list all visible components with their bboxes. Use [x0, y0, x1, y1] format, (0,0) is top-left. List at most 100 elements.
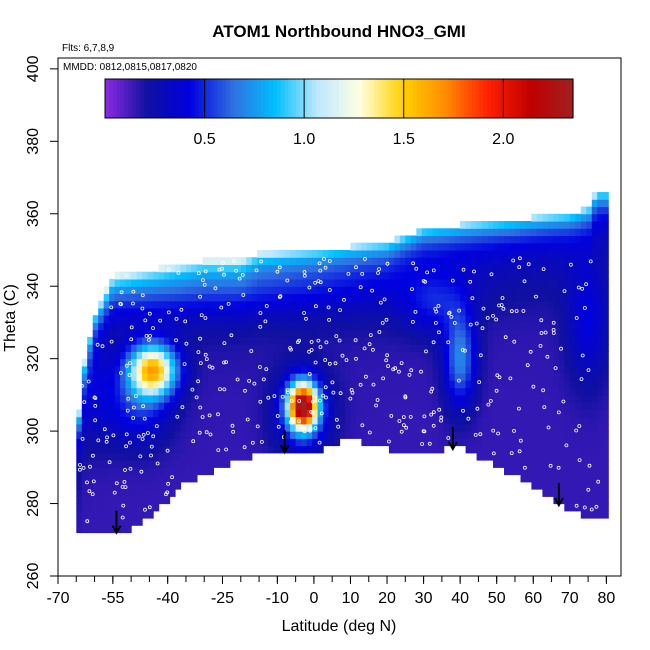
field-cell [268, 300, 275, 309]
field-cell [334, 271, 341, 280]
field-cell [383, 365, 390, 374]
field-cell [421, 322, 428, 331]
field-cell [218, 315, 225, 323]
colorbar-segment [428, 79, 434, 118]
field-cell [295, 438, 302, 447]
field-cell [454, 394, 461, 403]
field-cell [399, 402, 406, 410]
sample-point [316, 338, 321, 343]
field-cell [542, 489, 549, 497]
field-cell [273, 423, 280, 432]
field-cell [493, 250, 500, 258]
field-cell [131, 344, 138, 352]
sample-point [437, 407, 442, 412]
field-cell [158, 271, 165, 280]
field-cell [520, 300, 527, 309]
field-cell [251, 387, 258, 396]
field-cell [120, 438, 127, 447]
field-cell [591, 271, 598, 280]
field-cell [602, 279, 609, 287]
field-cell [235, 409, 242, 418]
field-cell [531, 481, 538, 490]
field-cell [136, 387, 143, 396]
field-cell [460, 438, 467, 447]
field-cell [569, 329, 576, 338]
field-cell [558, 336, 565, 345]
sample-point [204, 357, 209, 362]
field-cell [366, 257, 373, 265]
field-cell [120, 474, 127, 483]
field-cell [103, 286, 110, 294]
field-cell [180, 474, 187, 483]
field-cell [142, 409, 149, 418]
field-cell [147, 279, 154, 287]
field-cell [323, 402, 330, 410]
field-cell [202, 460, 209, 468]
field-cell [158, 394, 165, 403]
sample-point [258, 399, 263, 404]
field-cell [482, 445, 489, 454]
sample-point [422, 429, 427, 434]
sample-point [491, 428, 496, 433]
sample-point [456, 378, 461, 383]
field-cell [542, 351, 549, 360]
field-cell [558, 250, 565, 258]
plot-frame [57, 57, 622, 577]
field-cell [202, 402, 209, 410]
field-cell [92, 322, 99, 331]
field-cell [218, 257, 225, 265]
field-cell [158, 315, 165, 323]
field-cell [498, 279, 505, 287]
field-cell [268, 315, 275, 323]
field-cell [580, 416, 587, 425]
field-cell [509, 300, 516, 309]
field-cell [553, 228, 560, 237]
field-cell [356, 264, 363, 273]
field-cell [547, 416, 554, 425]
field-cell [515, 344, 522, 352]
sample-point [127, 373, 132, 377]
sample-point [378, 300, 383, 305]
field-cell [427, 423, 434, 432]
field-cell [191, 416, 198, 425]
sample-point [485, 315, 490, 320]
field-cell [531, 228, 538, 237]
sample-point [302, 429, 307, 434]
field-cell [273, 416, 280, 425]
field-cell [306, 387, 313, 396]
sample-point [384, 317, 389, 322]
sample-point [247, 378, 252, 383]
field-cell [290, 373, 297, 381]
field-cell [547, 351, 554, 360]
sample-point [242, 445, 247, 450]
sample-point [318, 268, 323, 273]
field-cell [569, 358, 576, 367]
field-cell [240, 300, 247, 309]
field-cell [158, 481, 165, 490]
field-cell [547, 228, 554, 237]
field-cell [81, 467, 88, 476]
sample-point [78, 467, 82, 472]
sample-point [386, 364, 391, 369]
field-cell [482, 402, 489, 410]
field-cell [547, 373, 554, 381]
field-cell [169, 293, 176, 302]
field-cell [114, 489, 121, 497]
field-cell [109, 358, 116, 367]
sample-point [327, 317, 332, 322]
field-cell [531, 358, 538, 367]
field-cell [405, 394, 412, 403]
field-cell [196, 423, 203, 432]
field-cell [196, 431, 203, 439]
field-cell [164, 329, 171, 338]
sample-point [250, 440, 255, 445]
field-cell [564, 496, 571, 505]
field-cell [92, 365, 99, 374]
field-cell [575, 445, 582, 454]
field-cell [109, 322, 116, 331]
field-cell [383, 423, 390, 432]
field-cell [109, 307, 116, 316]
field-cell [317, 322, 324, 331]
field-cell [399, 336, 406, 345]
sample-point [323, 358, 328, 362]
